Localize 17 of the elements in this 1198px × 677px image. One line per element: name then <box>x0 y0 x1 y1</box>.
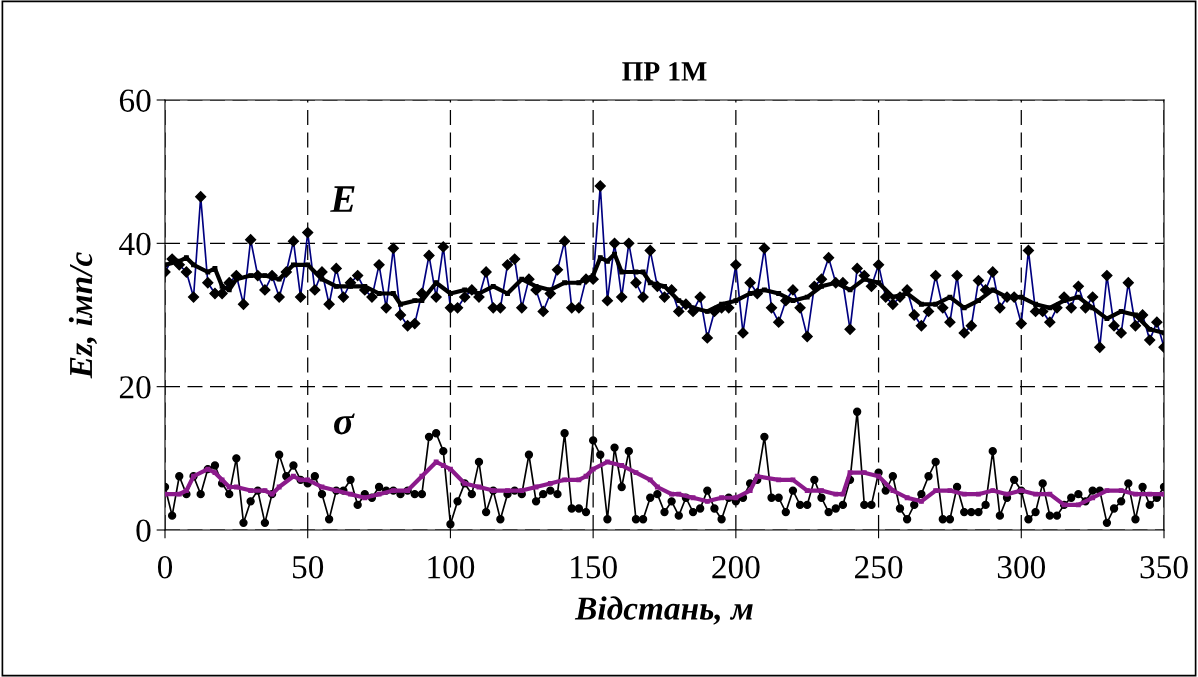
x-tick-label: 350 <box>1140 555 1188 579</box>
x-tick-label: 50 <box>292 555 324 579</box>
x-tick-label: 100 <box>428 555 475 579</box>
series-label: E <box>330 186 355 212</box>
x-tick-label: 200 <box>712 555 760 579</box>
x-axis-title: Відстань, м <box>574 596 753 625</box>
y-tick-label: 0 <box>136 519 151 542</box>
x-tick-label: 150 <box>571 555 617 579</box>
y-tick-label: 40 <box>119 232 151 256</box>
y-tick-label: 60 <box>119 89 151 112</box>
chart-title: ПР 1М <box>622 62 707 81</box>
x-tick-label: 300 <box>997 555 1046 579</box>
y-tick-label: 20 <box>119 376 151 399</box>
series-label: σ <box>334 413 355 435</box>
y-axis-title: Ez, імп/с <box>68 252 98 379</box>
x-tick-label: 0 <box>157 555 173 579</box>
x-tick-label: 250 <box>855 555 903 579</box>
